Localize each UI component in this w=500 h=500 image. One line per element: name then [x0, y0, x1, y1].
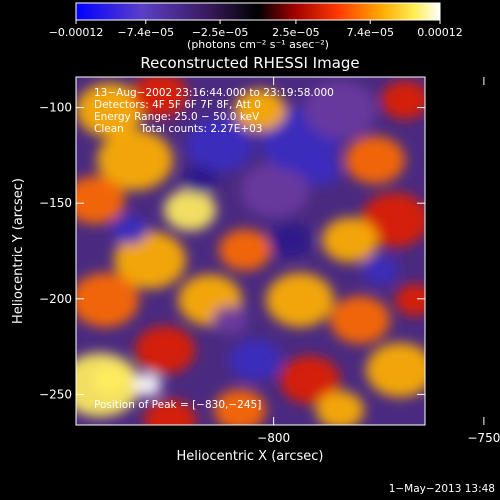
x-tick-label: −800: [257, 431, 290, 445]
y-tick-label: −100: [39, 101, 72, 115]
heatmap-image: [76, 77, 425, 425]
colorbar-tick-label: 0.00012: [417, 26, 463, 39]
colorbar: −0.00012 −7.4e−05 −2.5e−05 2.5e−05 7.4e−05 0.…: [49, 2, 463, 51]
plot-frame: [75, 76, 426, 426]
colorbar-unit-label: (photons cm⁻² s⁻¹ asec⁻²): [187, 38, 329, 51]
y-axis-ticks: −100 −150 −200 −250: [39, 101, 425, 401]
annotation-line-1: 13−Aug−2002 23:16:44.000 to 23:19:58.000: [94, 87, 334, 99]
y-axis-label: Heliocentric Y (arcsec): [11, 178, 26, 324]
colorbar-tick-label: 7.4e−05: [346, 26, 393, 39]
x-tick-label: −750: [467, 431, 500, 445]
x-axis-label: Heliocentric X (arcsec): [177, 449, 324, 464]
footer-timestamp: 1−May−2013 13:48: [389, 483, 495, 495]
x-axis-ticks: −800−750−700: [257, 77, 500, 445]
annotation-line-3: Energy Range: 25.0 − 50.0 keV: [94, 111, 260, 123]
colorbar-tick-label: −7.4e−05: [117, 26, 174, 39]
colorbar-tick-label: −2.5e−05: [192, 26, 249, 39]
colorbar-tick-label: 2.5e−05: [272, 26, 319, 39]
colorbar-tick-label: −0.00012: [49, 26, 104, 39]
y-tick-label: −250: [39, 387, 72, 401]
peak-position-label: Position of Peak = [−830,−245]: [94, 399, 261, 411]
chart-title: Reconstructed RHESSI Image: [140, 54, 359, 72]
y-tick-label: −150: [39, 196, 72, 210]
colorbar-ticks: −0.00012 −7.4e−05 −2.5e−05 2.5e−05 7.4e−05 0.…: [49, 20, 463, 39]
annotation-block: 13−Aug−2002 23:16:44.000 to 23:19:58.000…: [94, 87, 334, 135]
annotation-line-4: Clean Total counts: 2.27E+03: [94, 123, 263, 135]
y-tick-label: −200: [39, 292, 72, 306]
colorbar-gradient: [75, 2, 441, 21]
annotation-line-2: Detectors: 4F 5F 6F 7F 8F, Att 0: [94, 99, 261, 111]
